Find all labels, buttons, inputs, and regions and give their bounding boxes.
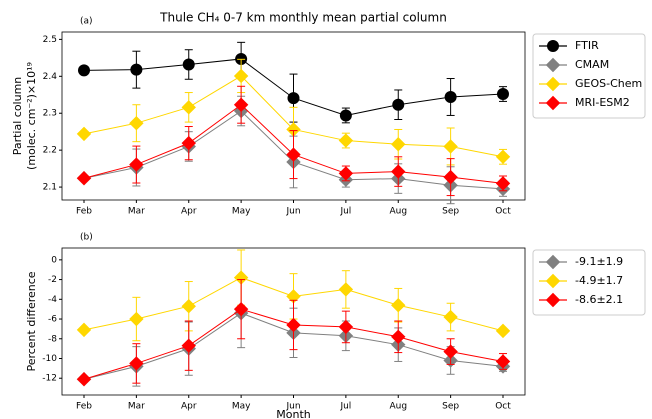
data-point: [444, 90, 457, 103]
data-point: [338, 319, 354, 335]
y-tick-label: -6: [48, 315, 57, 325]
x-tick-label: Apr: [181, 402, 197, 412]
data-point: [129, 157, 144, 172]
data-point: [181, 100, 196, 115]
y-tick-label: 2.1: [43, 183, 57, 193]
legend-box: [532, 249, 646, 316]
data-point: [391, 329, 406, 344]
x-tick-label: Mar: [128, 402, 145, 412]
x-tick-label: Feb: [76, 402, 92, 412]
y-axis-label: Percent difference: [25, 271, 38, 371]
data-point: [338, 166, 354, 181]
data-point: [129, 115, 144, 131]
data-point: [130, 63, 143, 76]
data-point: [287, 92, 300, 105]
legend-label: -8.6±2.1: [575, 293, 623, 306]
legend-box: [532, 33, 646, 119]
y-tick-label: -8: [48, 334, 57, 344]
data-point: [129, 311, 144, 327]
data-point: [233, 301, 249, 317]
data-point: [78, 64, 90, 77]
x-tick-label: Oct: [495, 207, 511, 217]
legend-marker: [545, 273, 561, 289]
data-point: [181, 299, 196, 314]
x-tick-label: Jul: [339, 207, 351, 217]
legend-label: MRI-ESM2: [575, 96, 630, 109]
data-point: [392, 98, 405, 111]
legend-label: GEOS-Chem: [575, 77, 642, 90]
data-point: [286, 147, 301, 162]
data-point: [391, 164, 406, 179]
data-point: [76, 322, 92, 338]
x-tick-label: Sep: [442, 207, 459, 217]
data-point: [181, 338, 196, 353]
y-tick-label: -4: [48, 295, 57, 305]
x-axis-label: Month: [276, 408, 311, 419]
legend-label: -4.9±1.7: [575, 274, 623, 287]
data-point: [495, 323, 511, 339]
legend-label: -9.1±1.9: [575, 255, 623, 268]
x-tick-label: Sep: [442, 402, 459, 412]
x-tick-label: Aug: [389, 207, 407, 217]
data-point: [495, 176, 511, 191]
x-tick-label: Oct: [495, 402, 511, 412]
data-point: [338, 133, 354, 148]
y-axis-label: (molec. cm⁻²)×10¹⁹: [25, 62, 38, 170]
y-tick-label: 2.5: [43, 35, 57, 45]
y-axis-label: Partial column: [11, 77, 24, 156]
data-point: [495, 354, 511, 369]
data-point: [286, 317, 301, 333]
data-point: [76, 171, 92, 186]
x-tick-label: Apr: [181, 207, 197, 217]
data-point: [129, 356, 144, 371]
y-tick-label: 2.2: [43, 146, 57, 156]
legend-marker: [545, 76, 561, 92]
legend-marker: [545, 254, 561, 270]
chart-title: Thule CH₄ 0-7 km monthly mean partial co…: [159, 11, 447, 25]
x-tick-label: Jun: [285, 402, 300, 412]
x-tick-label: Jun: [285, 207, 300, 217]
legend-marker: [545, 292, 561, 308]
data-point: [495, 149, 511, 165]
x-tick-label: Jul: [339, 402, 351, 412]
x-tick-label: May: [232, 207, 251, 217]
data-point: [339, 109, 352, 122]
data-point: [338, 282, 354, 297]
data-point: [443, 169, 458, 185]
data-point: [233, 97, 249, 112]
x-tick-label: May: [232, 402, 251, 412]
y-tick-label: -10: [42, 354, 57, 364]
legend-marker: [547, 40, 559, 52]
y-tick-label: 0: [51, 255, 57, 265]
y-tick-label: -2: [48, 275, 57, 285]
y-tick-label: 2.3: [43, 109, 57, 119]
data-point: [233, 68, 249, 84]
data-point: [76, 126, 92, 142]
y-tick-label: -12: [42, 374, 57, 384]
data-point: [443, 344, 458, 359]
x-tick-label: Feb: [76, 207, 92, 217]
legend-marker: [545, 57, 561, 73]
panel-label: (b): [80, 233, 93, 243]
data-point: [497, 88, 509, 101]
data-point: [76, 372, 92, 387]
data-point: [391, 137, 406, 152]
data-point: [391, 298, 406, 313]
panel-label: (a): [80, 17, 93, 27]
data-point: [181, 135, 196, 151]
x-tick-label: Aug: [389, 402, 407, 412]
legend-marker: [545, 95, 561, 111]
legend-label: FTIR: [575, 39, 599, 52]
data-point: [443, 139, 458, 154]
y-tick-label: 2.4: [43, 72, 58, 82]
x-tick-label: Mar: [128, 207, 145, 217]
legend-label: CMAM: [575, 58, 609, 71]
data-point: [182, 58, 195, 71]
data-point: [443, 309, 458, 325]
